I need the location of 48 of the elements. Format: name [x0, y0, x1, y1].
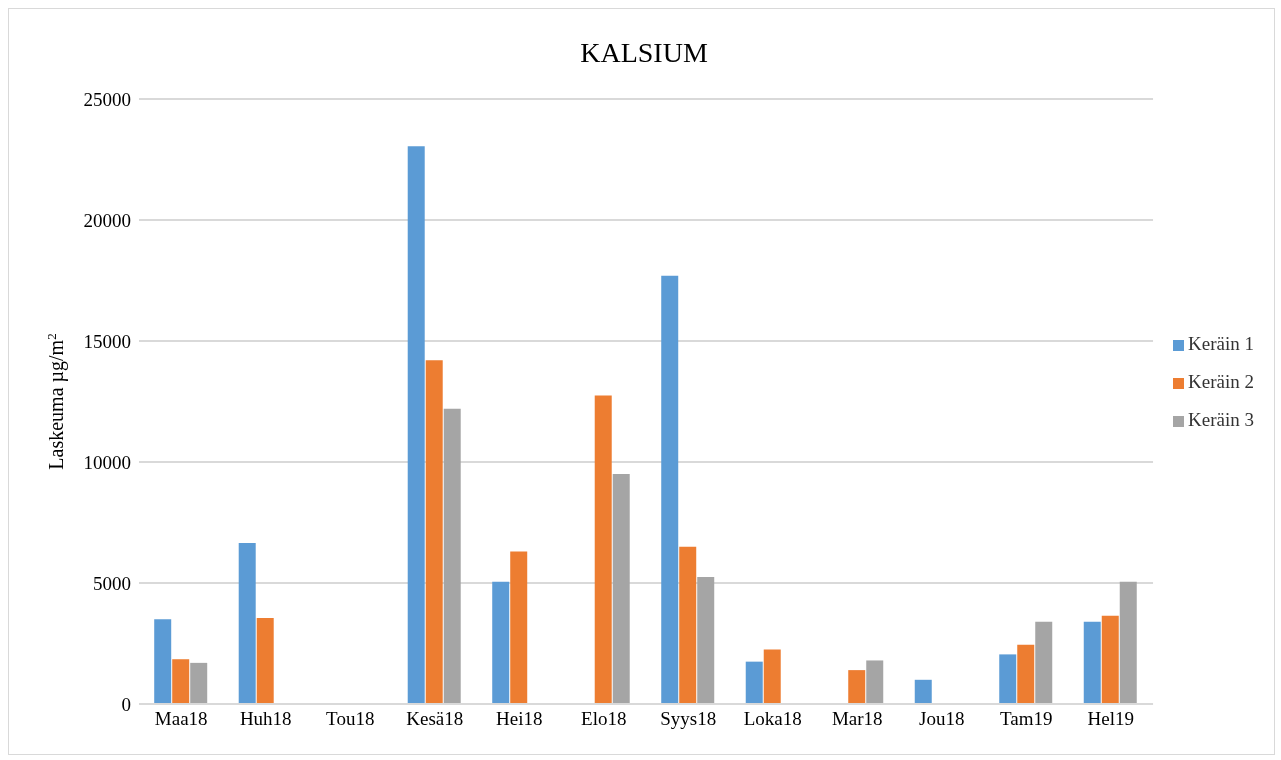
bar	[1119, 581, 1137, 704]
y-tick-label: 25000	[83, 88, 131, 110]
bar	[745, 661, 763, 704]
bar	[999, 654, 1017, 704]
x-tick-label: Syys18	[660, 708, 717, 730]
x-tick-label: Huh18	[239, 708, 292, 730]
bar	[1101, 615, 1119, 704]
bar	[492, 581, 510, 704]
bar	[1083, 621, 1101, 704]
y-tick-label: 5000	[93, 572, 131, 594]
y-tick-label: 20000	[83, 209, 131, 231]
legend-label: Keräin 1	[1188, 332, 1254, 354]
x-tick-label: Kesä18	[406, 708, 464, 730]
bar	[154, 619, 172, 704]
x-tick-label: Mar18	[831, 708, 883, 730]
x-tick-label: Tou18	[326, 708, 375, 730]
bar	[763, 649, 781, 704]
bar	[510, 551, 528, 704]
bar	[1017, 644, 1035, 704]
bar	[914, 679, 932, 704]
x-tick-label: Hei18	[496, 708, 543, 730]
bar	[190, 662, 208, 704]
bar	[407, 146, 425, 704]
bar	[661, 275, 679, 704]
bar	[425, 360, 443, 704]
y-tick-label: 0	[121, 693, 131, 715]
x-tick-label: Hel19	[1087, 708, 1135, 730]
x-tick-label: Tam19	[1000, 708, 1053, 730]
bar	[1035, 621, 1053, 704]
x-tick-label: Jou18	[919, 708, 965, 730]
bar	[866, 660, 884, 704]
bar	[594, 395, 612, 704]
y-tick-label: 10000	[83, 451, 131, 473]
x-tick-label: Maa18	[154, 708, 208, 730]
bar	[172, 659, 190, 704]
x-tick-label: Loka18	[743, 708, 802, 730]
bar	[256, 618, 274, 704]
bar	[612, 474, 630, 704]
bar	[697, 576, 715, 704]
x-tick-label: Elo18	[581, 708, 627, 730]
bar	[238, 543, 256, 704]
bar	[848, 670, 866, 704]
bar	[443, 408, 461, 704]
y-tick-label: 15000	[83, 330, 131, 352]
legend-label: Keräin 2	[1188, 370, 1254, 392]
bar	[679, 546, 697, 704]
legend-label: Keräin 3	[1188, 408, 1254, 430]
chart-title: KALSIUM	[579, 37, 709, 69]
